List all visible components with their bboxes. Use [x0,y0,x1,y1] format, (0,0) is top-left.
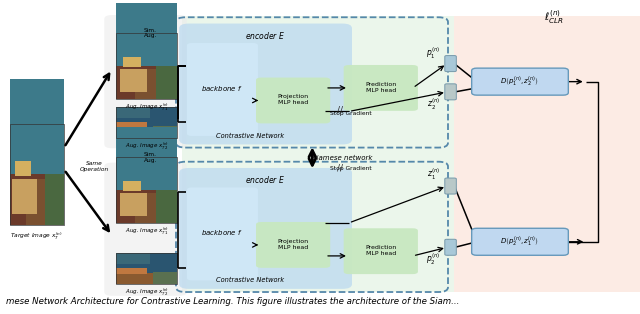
FancyBboxPatch shape [445,178,456,194]
Text: Sim.
Aug.: Sim. Aug. [144,152,157,163]
Bar [10,79,64,179]
Bar [10,124,64,225]
FancyBboxPatch shape [472,68,568,95]
Bar [116,253,177,284]
Text: mese Network Architecture for Contrastive Learning. This figure illustrates the : mese Network Architecture for Contrastiv… [6,297,460,306]
FancyBboxPatch shape [187,187,258,280]
Bar [120,69,147,92]
Text: Aug. Image $x_{T2}^{(n)}$: Aug. Image $x_{T2}^{(n)}$ [125,286,169,298]
Bar [123,181,141,191]
Bar [116,253,177,275]
FancyBboxPatch shape [187,43,258,136]
Bar [116,253,150,264]
Bar [135,69,177,99]
Text: $\ell_{CLR}^{(n)}$: $\ell_{CLR}^{(n)}$ [543,8,564,26]
Text: Stop Gradient: Stop Gradient [330,111,372,116]
FancyBboxPatch shape [445,84,456,100]
Bar [182,16,454,292]
FancyBboxPatch shape [344,65,418,111]
Text: encoder $E$: encoder $E$ [246,30,285,41]
Bar [116,33,177,99]
Text: $D\left(p_2^{(n)}, z_1^{(n)}\right)$: $D\left(p_2^{(n)}, z_1^{(n)}\right)$ [500,235,540,249]
FancyBboxPatch shape [179,24,352,144]
Text: Stop Gradient: Stop Gradient [330,166,372,171]
FancyBboxPatch shape [445,56,456,72]
Text: Siamese network: Siamese network [312,154,372,161]
Text: $D\left(p_1^{(n)}, z_2^{(n)}\right)$: $D\left(p_1^{(n)}, z_2^{(n)}\right)$ [500,74,540,89]
FancyBboxPatch shape [344,228,418,274]
FancyBboxPatch shape [472,228,568,255]
FancyBboxPatch shape [179,168,352,289]
Text: encoder $E$: encoder $E$ [246,174,285,185]
FancyBboxPatch shape [256,78,330,123]
Bar [116,107,150,118]
Text: Same
Operation: Same Operation [80,161,109,172]
Bar [156,66,177,99]
Text: Aug. Image $x_{T1}^{(n)}$: Aug. Image $x_{T1}^{(n)}$ [125,101,169,112]
Bar [116,107,177,129]
Text: Prediction
MLP head: Prediction MLP head [365,245,396,256]
Bar [156,190,177,223]
Text: $p_2^{(n)}$: $p_2^{(n)}$ [426,252,440,268]
Bar [116,157,177,223]
Text: Contrastive Network: Contrastive Network [216,133,284,139]
Bar [116,3,177,69]
Text: Contrastive Network: Contrastive Network [216,277,284,283]
Bar [12,179,37,214]
Text: //: // [337,164,344,172]
Bar [123,57,141,67]
Text: backbone $f$: backbone $f$ [201,229,243,237]
Text: backbone $f$: backbone $f$ [201,84,243,93]
FancyBboxPatch shape [445,239,456,255]
Text: $p_1^{(n)}$: $p_1^{(n)}$ [426,46,440,61]
Bar [153,272,177,284]
FancyBboxPatch shape [104,163,187,296]
FancyBboxPatch shape [256,222,330,268]
Bar [116,122,147,128]
Text: Prediction
MLP head: Prediction MLP head [365,82,396,93]
Text: $z_1^{(n)}$: $z_1^{(n)}$ [427,166,440,182]
Text: //: // [337,106,344,114]
Bar [120,193,147,216]
Text: Aug. Image $x_{T2}^{(n)}$: Aug. Image $x_{T2}^{(n)}$ [125,140,169,152]
Bar [116,107,177,138]
Bar [454,16,640,292]
Bar [10,174,45,225]
Bar [116,190,156,223]
Bar [15,161,31,176]
Bar [116,268,147,274]
Bar [116,127,159,138]
Text: Target Image $x_T^{(n)}$: Target Image $x_T^{(n)}$ [10,231,63,242]
Bar [116,127,177,193]
Bar [116,273,159,284]
Bar [26,179,64,225]
Text: Projection
MLP head: Projection MLP head [278,239,308,250]
FancyBboxPatch shape [104,15,187,148]
Text: Projection
MLP head: Projection MLP head [278,95,308,105]
Text: Aug. Image $x_{T1}^{(n)}$: Aug. Image $x_{T1}^{(n)}$ [125,225,169,236]
Text: Sim.
Aug.: Sim. Aug. [144,28,157,38]
Bar [116,66,156,99]
Text: $z_2^{(n)}$: $z_2^{(n)}$ [427,96,440,112]
Bar [153,126,177,138]
Bar [45,174,64,225]
Bar [135,193,177,223]
